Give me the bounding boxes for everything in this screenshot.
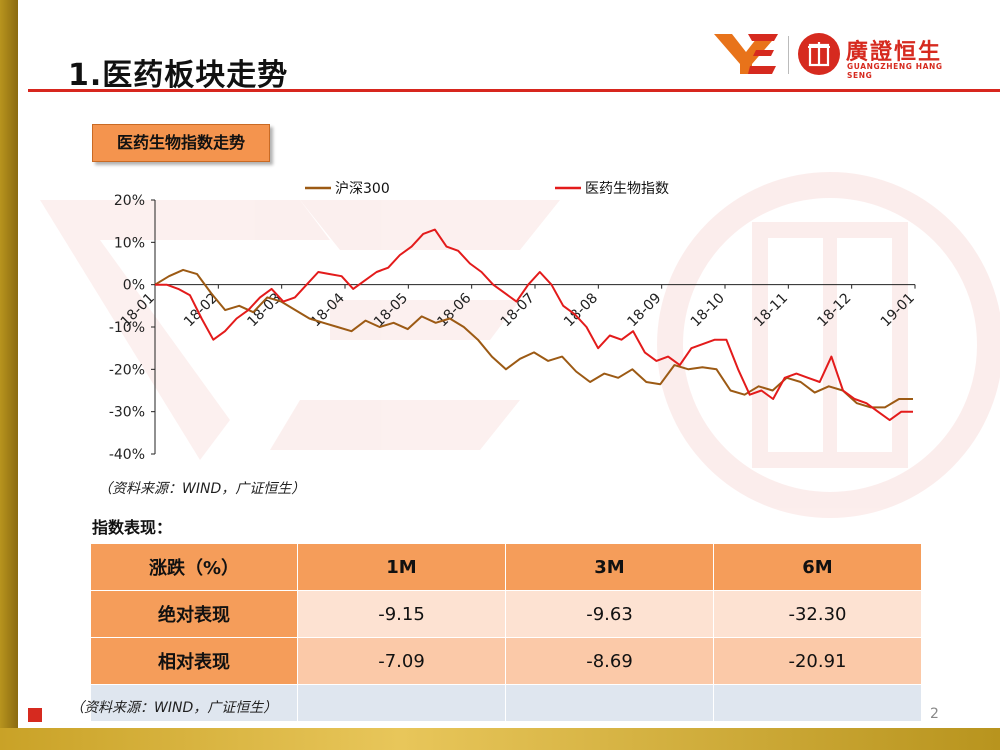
empty-cell [90,684,298,722]
x-tick-label: 18-02 [181,290,221,330]
table-source-note: （资料来源：WIND，广证恒生） [70,700,278,716]
y-tick-label: -40% [109,447,145,463]
chart-source-note: （资料来源：WIND，广证恒生） [98,481,306,497]
red-square-marker [28,708,42,722]
left-gold-bar [0,0,18,750]
table-empty-row [90,684,922,722]
table-cell: -20.91 [713,637,922,685]
table-cell: -8.69 [505,637,714,685]
table-row: 相对表现 -7.09 -8.69 -20.91 [90,637,922,685]
section-tag: 医药生物指数走势 [92,124,270,162]
y-tick-label: 10% [114,235,145,251]
table-header-cell: 涨跌（%） [90,543,298,591]
performance-table: 涨跌（%） 1M 3M 6M 绝对表现 -9.15 -9.63 -32.30 相… [90,543,922,722]
gate-seal-icon [798,33,840,75]
x-tick-label: 18-08 [561,290,601,330]
legend-label: 医药生物指数 [585,181,669,197]
index-trend-chart: 20%10%0%-10%-20%-30%-40%18-01 18-02 18-03 1… [109,181,918,463]
x-tick-label: 18-12 [814,290,854,330]
x-tick-label: 18-09 [624,290,664,330]
empty-cell [297,684,506,722]
row-label: 相对表现 [90,637,298,685]
x-tick-label: 18-10 [688,290,728,330]
bottom-gold-bar [0,728,1000,750]
table-header-cell: 3M [505,543,714,591]
empty-cell [713,684,922,722]
y-tick-label: -20% [109,362,145,378]
x-tick-label: 18-06 [434,290,474,330]
x-tick-label: 18-11 [751,290,791,330]
table-cell: -7.09 [297,637,506,685]
ye-logo-icon [714,34,778,74]
y-tick-label: 20% [114,193,145,209]
row-label: 绝对表现 [90,590,298,638]
empty-cell [505,684,714,722]
table-header-cell: 1M [297,543,506,591]
y-tick-label: -10% [109,320,145,336]
table-header-row: 涨跌（%） 1M 3M 6M [90,543,922,591]
table-cell: -9.63 [505,590,714,638]
brand-name-en: GUANGZHENG HANG SENG [847,62,943,80]
x-tick-label: 19-01 [878,290,918,330]
series-line [155,228,913,422]
legend-label: 沪深300 [335,181,390,197]
table-header-cell: 6M [713,543,922,591]
table-row: 绝对表现 -9.15 -9.63 -32.30 [90,590,922,638]
brand-logo: 廣證恒生 GUANGZHENG HANG SENG [712,30,962,80]
page-number: 2 [930,706,939,722]
y-tick-label: -30% [109,405,145,421]
brand-name-cn: 廣證恒生 [846,40,943,65]
table-cell: -32.30 [713,590,922,638]
table-heading: 指数表现： [92,518,173,537]
page-title: 1.医药板块走势 [68,58,289,93]
title-divider [28,89,1000,92]
y-tick-label: 0% [123,278,145,294]
x-tick-label: 18-07 [498,290,538,330]
logo-separator [788,36,789,74]
table-cell: -9.15 [297,590,506,638]
